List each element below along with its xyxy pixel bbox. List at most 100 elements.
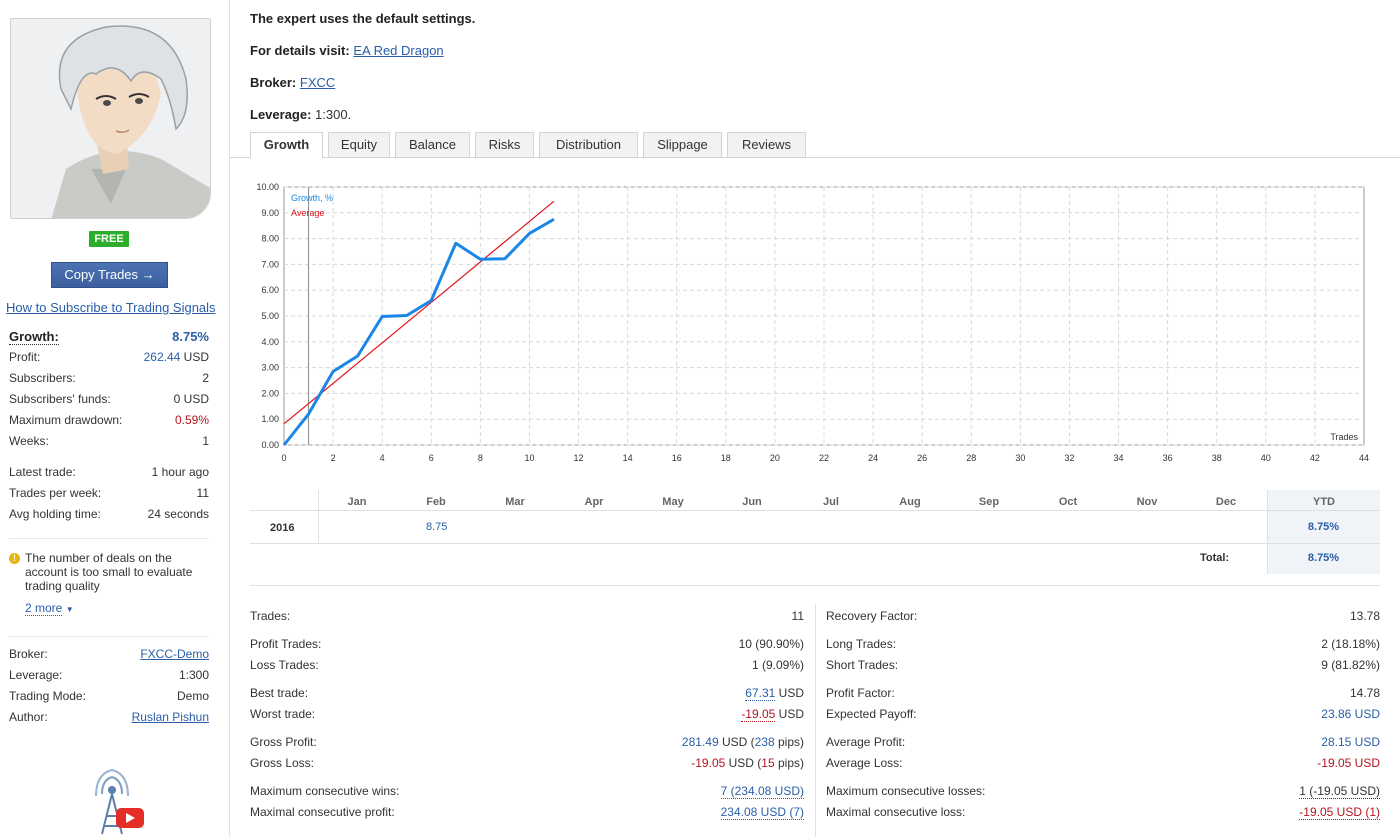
max-consecutive-losses-link[interactable]: 1 (-19.05 USD) [1299,784,1380,799]
stat-label: Expected Payoff: [826,707,917,721]
free-badge: FREE [89,231,129,247]
subscribe-help-link[interactable]: How to Subscribe to Trading Signals [6,300,216,315]
account-leverage: Leverage: 1:300 [9,668,209,686]
radio-tower-icon[interactable] [82,766,148,836]
tabs-underline [230,157,1400,158]
stat-trades: Trades: 11 [250,609,804,625]
gross-loss-amount: -19.05 [691,756,726,770]
month-header-jan: Jan [347,496,367,508]
account-mode-label: Trading Mode: [9,689,86,703]
stat-profit-label: Profit: [9,350,41,364]
more-warnings-label[interactable]: 2 more [25,601,63,616]
warning-text: The number of deals on the account is to… [25,551,193,593]
stat-average-profit: Average Profit: 28.15 USD [826,735,1380,751]
broker-link[interactable]: FXCC [299,75,336,90]
stat-expected-payoff: Expected Payoff: 23.86 USD [826,707,1380,723]
stat-value: 67.31 USD [745,686,804,701]
month-header-jun: Jun [742,496,762,508]
x-tick-label: 26 [917,453,927,463]
youtube-icon[interactable] [116,808,144,828]
y-tick-label: 0.00 [261,440,279,450]
divider [318,490,319,543]
x-tick-label: 40 [1261,453,1271,463]
x-tick-label: 14 [623,453,633,463]
copy-trades-button[interactable]: Copy Trades → [51,262,168,288]
stat-label: Average Profit: [826,735,906,749]
stat-funds: Subscribers' funds: 0 USD [9,392,209,410]
stat-gross-profit: Gross Profit: 281.49 USD (238 pips) [250,735,804,751]
stat-label: Maximal consecutive profit: [250,805,395,819]
divider [250,510,1380,511]
stat-label: Profit Factor: [826,686,895,700]
stat-value: 2 (18.18%) [1321,637,1380,651]
sidebar: FREE Copy Trades → How to Subscribe to T… [0,0,230,837]
stat-weeks-value: 1 [202,434,209,448]
warning-icon: ! [9,553,20,564]
tab-reviews[interactable]: Reviews [727,132,806,157]
caret-down-icon: ▼ [65,605,74,614]
divider [250,585,1380,586]
tab-equity[interactable]: Equity [328,132,390,157]
more-warnings-link[interactable]: 2 more ▼ [25,601,74,616]
account-broker: Broker: FXCC-Demo [9,647,209,665]
gross-profit-amount: 281.49 [681,735,719,749]
stat-label: Best trade: [250,686,309,700]
stat-holding-time-label: Avg holding time: [9,507,101,521]
growth-chart: 0.00 1.00 2.00 3.00 4.00 5.00 6.00 7.00 8.00 9.00… [256,182,1369,463]
stat-max-consecutive-losses: Maximum consecutive losses: 1 (-19.05 US… [826,784,1380,800]
worst-trade-link[interactable]: -19.05 [741,707,776,722]
max-consecutive-profit-link[interactable]: 234.08 USD (7) [720,805,804,820]
details-link[interactable]: EA Red Dragon [353,43,444,58]
leverage-value: 1:300. [315,107,352,122]
account-mode: Trading Mode: Demo [9,689,209,707]
divider [9,636,209,637]
stat-profit-amount: 262.44 [143,350,181,364]
tab-distribution[interactable]: Distribution [539,132,638,157]
tab-slippage[interactable]: Slippage [643,132,722,157]
series-growth-line [282,217,555,446]
legend-average: Average [291,208,324,218]
ytd-column-bg [1267,490,1380,574]
max-consecutive-loss-link[interactable]: -19.05 USD (1) [1299,805,1380,820]
x-tick-label: 0 [281,453,286,463]
stat-latest-trade: Latest trade: 1 hour ago [9,465,209,483]
stat-profit: Profit: 262.44 USD [9,350,209,368]
leverage-label: Leverage: [250,107,312,122]
ytd-header: YTD [1313,496,1335,508]
stat-profit-value: 262.44 USD [143,350,209,364]
divider [250,543,1380,544]
stat-trades-per-week-value: 11 [196,486,209,500]
tab-balance[interactable]: Balance [395,132,470,157]
max-consecutive-wins-link[interactable]: 7 (234.08 USD) [720,784,804,799]
stat-label: Maximal consecutive loss: [826,805,966,819]
account-author-link[interactable]: Ruslan Pishun [131,710,209,724]
tab-growth[interactable]: Growth [250,132,323,158]
broker-row: Broker: FXCC [250,75,335,90]
divider [9,538,209,539]
stat-latest-trade-label: Latest trade: [9,465,76,479]
x-tick-label: 2 [331,453,336,463]
total-value: 8.75% [1307,552,1340,564]
gross-profit-pips: 238 [754,735,775,749]
account-broker-link[interactable]: FXCC-Demo [140,647,209,661]
stat-label: Long Trades: [826,637,897,651]
account-mode-value: Demo [176,689,209,703]
stat-drawdown-value: 0.59% [174,413,209,427]
stat-label: Gross Loss: [250,756,315,770]
stat-value: -19.05 USD (15 pips) [691,756,804,770]
account-broker-label: Broker: [9,647,48,661]
x-tick-label: 20 [770,453,780,463]
stat-value: -19.05 USD [741,707,804,722]
stat-value: 28.15 USD [1321,735,1380,749]
stat-drawdown-label: Maximum drawdown: [9,413,123,427]
monthly-returns-table: Jan Feb Mar Apr May Jun Jul Aug Sep Oct Nov Dec YTD… [250,490,1380,576]
y-tick-label: 6.00 [261,285,279,295]
month-header-oct: Oct [1058,496,1078,508]
best-trade-link[interactable]: 67.31 [745,686,776,701]
total-label: Total: [1200,552,1230,564]
x-tick-label: 30 [1015,453,1025,463]
avatar[interactable] [10,18,211,219]
tab-risks[interactable]: Risks [475,132,534,157]
stat-growth-label[interactable]: Growth: [9,329,59,345]
month-header-nov: Nov [1136,496,1158,508]
